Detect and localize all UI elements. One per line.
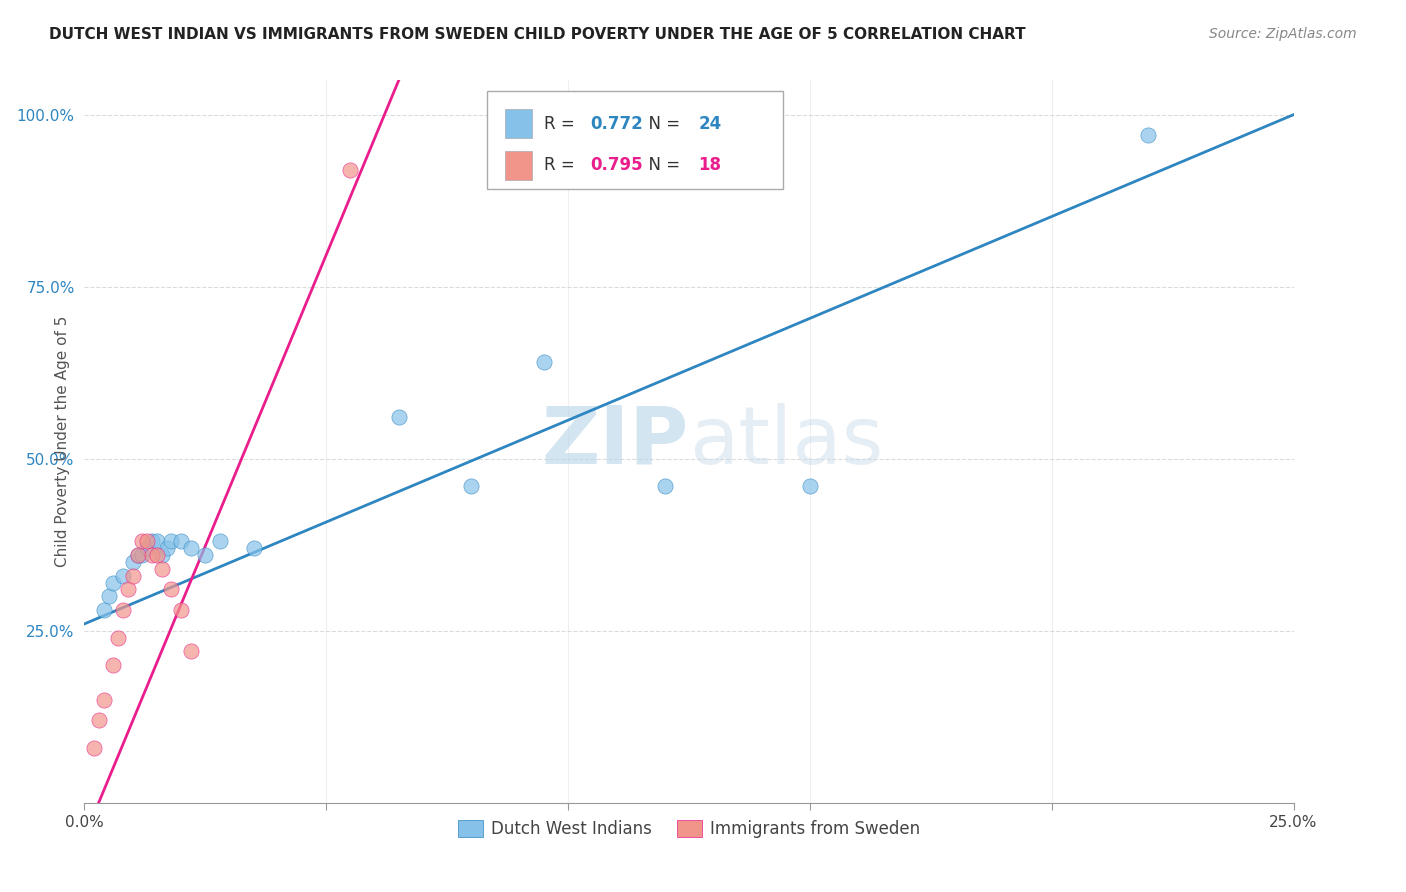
Point xyxy=(136,534,159,549)
Point xyxy=(121,568,143,582)
Point xyxy=(136,541,159,556)
Point xyxy=(127,548,149,562)
Point xyxy=(170,603,193,617)
Point xyxy=(103,575,125,590)
Point xyxy=(160,582,183,597)
Point xyxy=(160,534,183,549)
Point xyxy=(117,582,139,597)
Y-axis label: Child Poverty Under the Age of 5: Child Poverty Under the Age of 5 xyxy=(55,316,70,567)
Point xyxy=(131,548,153,562)
Text: 0.795: 0.795 xyxy=(589,156,643,174)
Point xyxy=(83,740,105,755)
Point xyxy=(87,713,110,727)
Point xyxy=(155,541,177,556)
Point xyxy=(170,534,193,549)
Point xyxy=(93,603,115,617)
Point xyxy=(107,631,129,645)
Text: R =: R = xyxy=(544,115,579,133)
Text: Source: ZipAtlas.com: Source: ZipAtlas.com xyxy=(1209,27,1357,41)
FancyBboxPatch shape xyxy=(486,91,783,189)
Text: 18: 18 xyxy=(699,156,721,174)
Point xyxy=(388,410,411,425)
Point xyxy=(460,479,482,493)
Point xyxy=(121,555,143,569)
Point xyxy=(339,162,361,177)
Text: R =: R = xyxy=(544,156,579,174)
Point xyxy=(141,548,163,562)
Text: N =: N = xyxy=(638,156,686,174)
Point xyxy=(127,548,149,562)
Point xyxy=(533,355,555,369)
Point xyxy=(141,534,163,549)
Text: atlas: atlas xyxy=(689,402,883,481)
Point xyxy=(103,658,125,673)
Point xyxy=(194,548,217,562)
Text: 24: 24 xyxy=(699,115,721,133)
Point xyxy=(93,692,115,706)
Text: 0.772: 0.772 xyxy=(589,115,643,133)
Point xyxy=(112,568,135,582)
Point xyxy=(150,562,173,576)
Point xyxy=(112,603,135,617)
Point xyxy=(131,534,153,549)
Text: N =: N = xyxy=(638,115,686,133)
Point xyxy=(654,479,676,493)
Point xyxy=(180,644,202,658)
Point xyxy=(146,534,169,549)
Text: ZIP: ZIP xyxy=(541,402,689,481)
Point xyxy=(242,541,264,556)
FancyBboxPatch shape xyxy=(505,151,531,179)
Point xyxy=(799,479,821,493)
Point xyxy=(1137,128,1160,143)
Point xyxy=(97,590,120,604)
Point xyxy=(150,548,173,562)
FancyBboxPatch shape xyxy=(505,109,531,138)
Point xyxy=(146,548,169,562)
Point xyxy=(208,534,231,549)
Legend: Dutch West Indians, Immigrants from Sweden: Dutch West Indians, Immigrants from Swed… xyxy=(451,814,927,845)
Point xyxy=(180,541,202,556)
Text: DUTCH WEST INDIAN VS IMMIGRANTS FROM SWEDEN CHILD POVERTY UNDER THE AGE OF 5 COR: DUTCH WEST INDIAN VS IMMIGRANTS FROM SWE… xyxy=(49,27,1026,42)
